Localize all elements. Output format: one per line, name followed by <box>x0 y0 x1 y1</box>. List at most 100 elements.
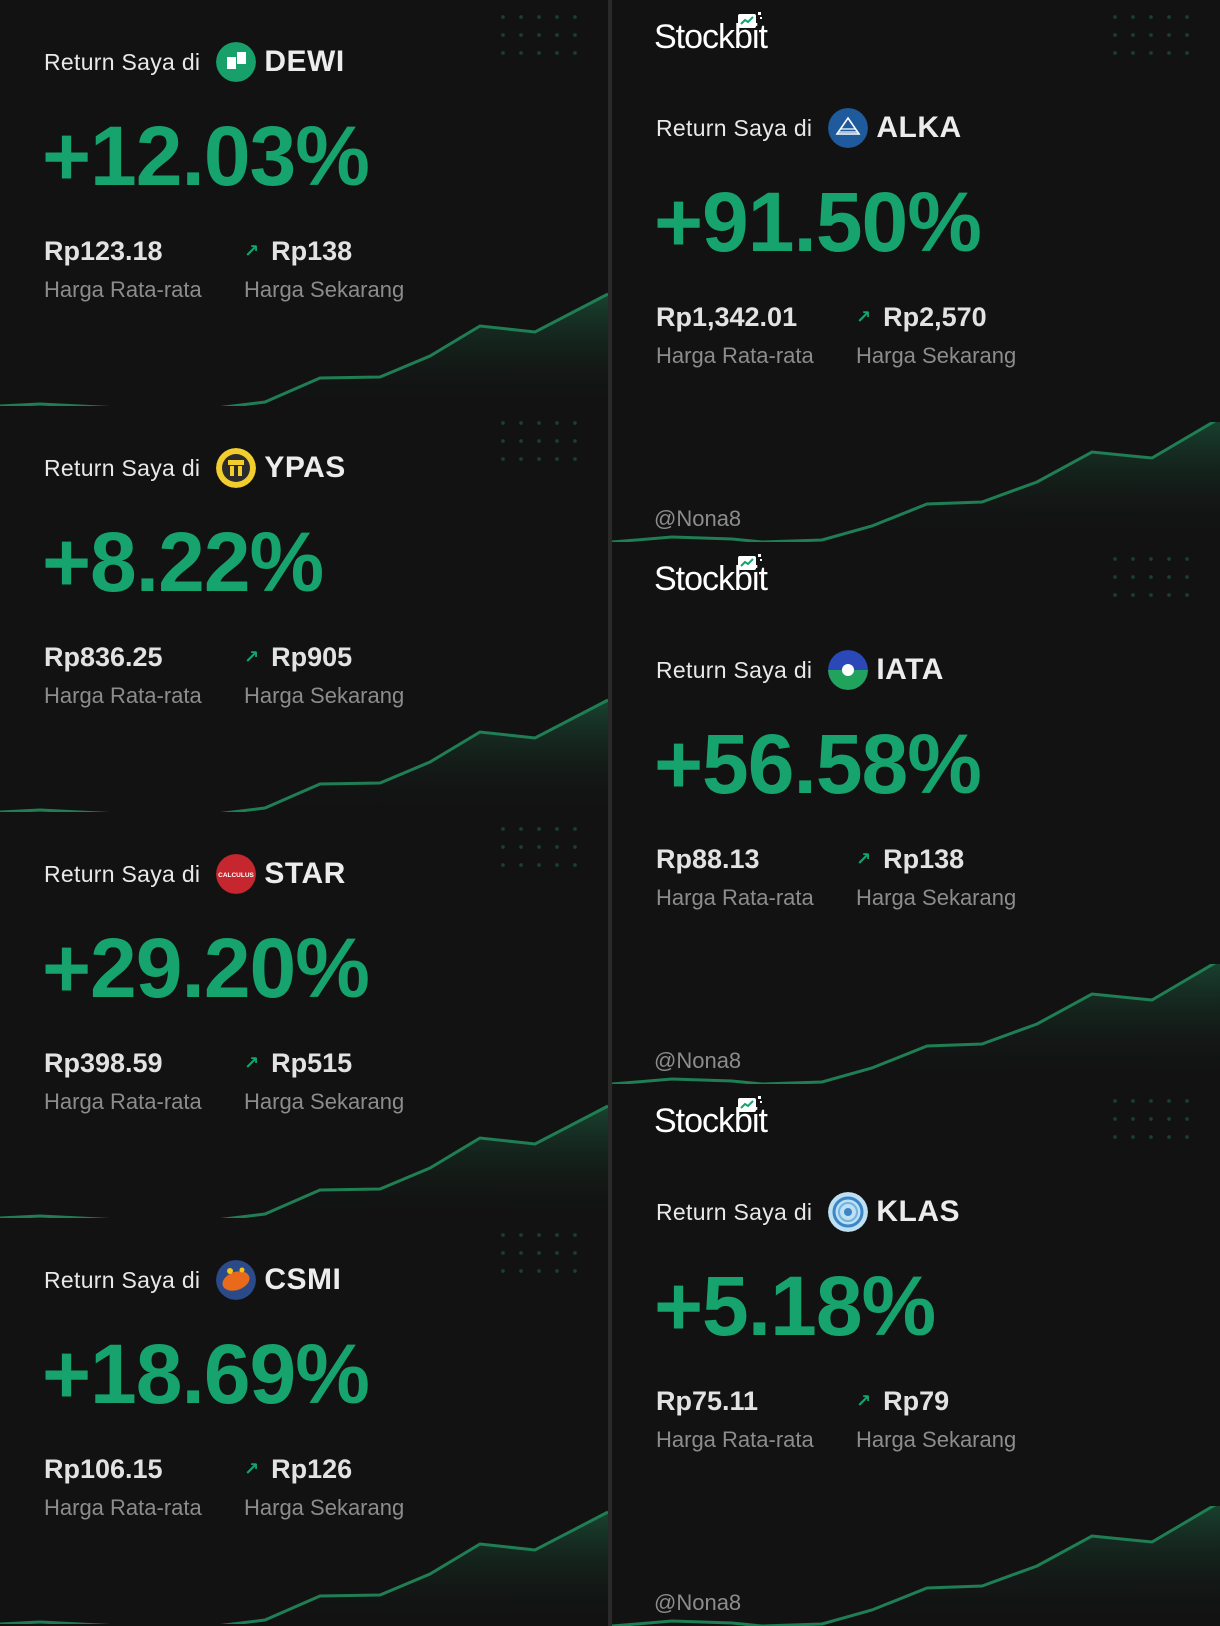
cur-price-value: Rp2,570 <box>883 302 987 332</box>
arrow-up-right-icon: ↗ <box>244 1459 260 1479</box>
cur-price-value: Rp138 <box>271 236 353 266</box>
ypas-logo-icon <box>216 448 257 488</box>
avg-price-value: Rp106.15 <box>44 1454 163 1484</box>
return-percentage: +12.03% <box>42 109 370 203</box>
avg-price-value: Rp88.13 <box>656 844 760 874</box>
avg-price-value: Rp398.59 <box>44 1048 163 1078</box>
cur-price-label: Harga Sekarang <box>244 683 405 708</box>
trend-line <box>612 422 1217 542</box>
trend-chart <box>612 964 1220 1084</box>
cur-price-block: ↗ Rp905 Harga Sekarang <box>244 642 404 709</box>
dot-pattern <box>494 414 584 474</box>
trend-line <box>0 292 608 406</box>
cur-price-row: ↗ Rp905 <box>244 642 404 673</box>
cur-price-value: Rp905 <box>271 642 353 672</box>
cur-price-label: Harga Sekarang <box>856 1427 1017 1452</box>
cur-price-label: Harga Sekarang <box>244 277 405 302</box>
arrow-up-right-icon: ↗ <box>856 307 872 327</box>
ticker-symbol[interactable]: DEWI <box>264 45 345 78</box>
cur-price-block: ↗ Rp2,570 Harga Sekarang <box>856 302 1016 369</box>
trend-area <box>612 964 1220 1084</box>
cur-price-row: ↗ Rp515 <box>244 1048 404 1079</box>
avg-price-block: Rp88.13 Harga Rata-rata <box>656 844 814 911</box>
user-handle: @Nona8 <box>654 1590 742 1615</box>
avg-price-label: Harga Rata-rata <box>44 683 202 708</box>
trend-chart <box>612 422 1220 542</box>
cur-price-label: Harga Sekarang <box>244 1089 405 1114</box>
klas-logo-icon <box>828 1192 869 1232</box>
star-logo-icon: CALCULUS <box>216 854 257 894</box>
avg-price-block: Rp75.11 Harga Rata-rata <box>656 1386 814 1453</box>
return-percentage: +56.58% <box>654 717 982 811</box>
trend-chart <box>0 292 608 406</box>
cur-price-value: Rp138 <box>883 844 965 874</box>
avg-price-value: Rp75.11 <box>656 1386 759 1416</box>
return-header: Return Saya di YPAS <box>44 448 346 488</box>
avg-price-label: Harga Rata-rata <box>44 1089 202 1114</box>
cur-price-value: Rp79 <box>883 1386 950 1416</box>
return-label: Return Saya di <box>656 656 813 683</box>
dot-pattern <box>1106 8 1196 68</box>
alka-logo-icon <box>828 108 869 148</box>
trend-area <box>0 294 608 406</box>
left-column: Return Saya di DEWI +12.03% Rp123.18 Harga R… <box>0 0 608 1626</box>
user-handle: @Nona8 <box>654 1048 742 1073</box>
return-header: Return Saya di CALCULUS STAR <box>44 854 346 894</box>
dot-pattern <box>1106 550 1196 610</box>
return-label: Return Saya di <box>656 114 813 141</box>
ticker-symbol[interactable]: STAR <box>264 857 346 890</box>
cur-price-label: Harga Sekarang <box>856 885 1017 910</box>
dot-pattern <box>494 1226 584 1286</box>
return-label: Return Saya di <box>44 48 201 75</box>
arrow-up-right-icon: ↗ <box>244 1053 260 1073</box>
avg-price-label: Harga Rata-rata <box>44 1495 202 1520</box>
dot-pattern <box>1106 1092 1196 1152</box>
cur-price-row: ↗ Rp126 <box>244 1454 404 1485</box>
return-label: Return Saya di <box>44 454 201 481</box>
trend-line <box>612 1506 1217 1626</box>
return-percentage: +29.20% <box>42 921 370 1015</box>
trend-area <box>0 700 608 812</box>
avg-price-label: Harga Rata-rata <box>656 1427 814 1452</box>
cur-price-block: ↗ Rp79 Harga Sekarang <box>856 1386 1016 1453</box>
trend-line <box>0 1510 608 1624</box>
arrow-up-right-icon: ↗ <box>244 647 260 667</box>
avg-price-label: Harga Rata-rata <box>656 343 814 368</box>
return-label: Return Saya di <box>44 1266 201 1293</box>
ticker-symbol[interactable]: KLAS <box>876 1195 961 1228</box>
arrow-up-right-icon: ↗ <box>856 1391 872 1411</box>
trend-line <box>612 964 1217 1084</box>
dewi-logo-icon <box>216 42 257 82</box>
trend-area <box>0 1106 608 1218</box>
trend-area <box>612 1506 1220 1626</box>
avg-price-label: Harga Rata-rata <box>656 885 814 910</box>
trend-chart <box>0 1104 608 1218</box>
arrow-up-right-icon: ↗ <box>856 849 872 869</box>
right-column: Stockbit Return Saya di ALKA +91.50% Rp1,342… <box>612 0 1220 1626</box>
ticker-symbol[interactable]: ALKA <box>876 111 962 144</box>
cur-price-row: ↗ Rp138 <box>856 844 1016 875</box>
trend-chart <box>0 698 608 812</box>
dot-pattern <box>494 820 584 880</box>
avg-price-value: Rp1,342.01 <box>656 302 798 332</box>
user-handle: @Nona8 <box>654 506 742 531</box>
return-label: Return Saya di <box>44 860 201 887</box>
return-header: Return Saya di ALKA <box>656 108 962 148</box>
avg-price-block: Rp398.59 Harga Rata-rata <box>44 1048 202 1115</box>
return-percentage: +18.69% <box>42 1327 370 1421</box>
csmi-logo-icon <box>216 1260 257 1300</box>
cur-price-label: Harga Sekarang <box>244 1495 405 1520</box>
return-card: Return Saya di YPAS +8.22% Rp836.25 Harga Ra… <box>0 406 608 812</box>
ticker-symbol[interactable]: IATA <box>876 653 944 686</box>
cur-price-block: ↗ Rp138 Harga Sekarang <box>856 844 1016 911</box>
dot-pattern <box>494 8 584 68</box>
return-percentage: +91.50% <box>654 175 982 269</box>
ticker-symbol[interactable]: CSMI <box>264 1263 342 1296</box>
cur-price-row: ↗ Rp79 <box>856 1386 1016 1417</box>
ticker-symbol[interactable]: YPAS <box>264 451 346 484</box>
stockbit-chart-icon <box>736 1094 764 1116</box>
cur-price-row: ↗ Rp2,570 <box>856 302 1016 333</box>
avg-price-value: Rp836.25 <box>44 642 163 672</box>
return-card: Stockbit Return Saya di IATA +56.58% Rp88.13… <box>612 542 1220 1084</box>
cur-price-row: ↗ Rp138 <box>244 236 404 267</box>
